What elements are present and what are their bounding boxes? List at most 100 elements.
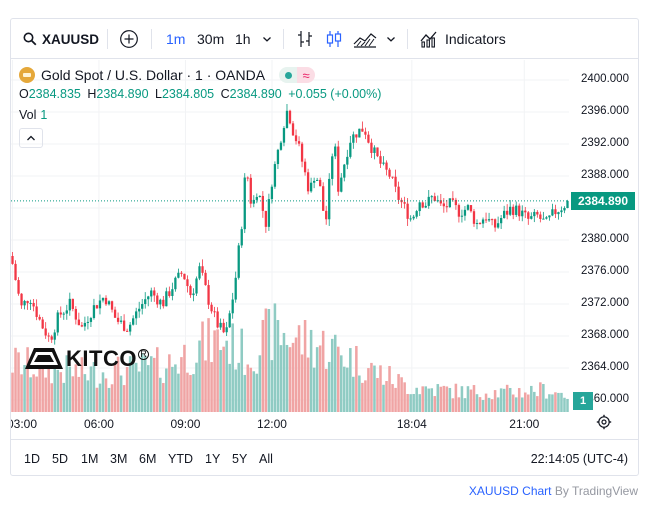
volume-bar (110, 384, 114, 412)
volume-bar (86, 380, 90, 412)
range-6m-button[interactable]: 6M (139, 452, 157, 466)
range-all-button[interactable]: All (259, 452, 273, 466)
compare-button[interactable] (119, 19, 139, 59)
candle-body (554, 209, 557, 215)
credit-symbol-link[interactable]: XAUUSD Chart (468, 484, 552, 498)
volume-bar (83, 374, 87, 412)
candle-body (484, 219, 488, 221)
candle-body (192, 293, 195, 296)
time-tick-label: 03:00 (10, 417, 38, 431)
candle-body (276, 149, 280, 165)
candle-body (198, 266, 201, 279)
symbol-label: XAUUSD (42, 31, 100, 47)
range-1y-button[interactable]: 1Y (205, 452, 221, 466)
toolbar-divider (283, 29, 284, 49)
volume-bar (162, 383, 165, 412)
candle-body (503, 210, 506, 219)
change-value: +0.055 (+0.00%) (288, 87, 382, 101)
volume-bar (285, 344, 289, 412)
volume-bar (355, 345, 358, 412)
volume-bar (451, 398, 455, 412)
candle-body (478, 223, 482, 225)
volume-bar (240, 328, 244, 412)
volume-bar (430, 388, 434, 412)
candle-body (246, 177, 249, 179)
candle-body (376, 147, 379, 157)
bottom-toolbar: 1D 5D 1M 3M 6M YTD 1Y 5Y All 22:14:05 (U… (11, 439, 638, 475)
volume-bar (26, 347, 29, 412)
candle-body (448, 198, 452, 208)
volume-bar (394, 387, 397, 412)
indicators-button[interactable]: Indicators (419, 19, 506, 59)
candle-body (258, 195, 261, 197)
volume-bar (116, 356, 120, 412)
volume-bar (174, 364, 177, 412)
candle-body (331, 156, 334, 179)
chart-type-dropdown-button[interactable] (386, 19, 396, 59)
bar-style-button[interactable] (296, 19, 314, 59)
indicators-label: Indicators (445, 31, 506, 47)
market-status-pill[interactable]: ≈ (279, 67, 316, 83)
candle-body (312, 180, 316, 183)
candle-body (216, 311, 219, 328)
candle-body (156, 295, 159, 305)
symbol-search-button[interactable]: XAUUSD (23, 19, 99, 59)
volume-bar (382, 384, 385, 412)
volume-bar (186, 372, 189, 412)
volume-bar (466, 386, 470, 412)
credit-by: By TradingView (554, 484, 638, 498)
high-value: 2384.890 (96, 87, 149, 101)
interval-dropdown-button[interactable] (262, 19, 272, 59)
volume-bar (38, 357, 41, 412)
interval-30m-button[interactable]: 30m (197, 19, 224, 59)
price-tick-label: 2368.000 (581, 329, 629, 341)
candle-body (518, 205, 521, 217)
candle-body (23, 300, 26, 306)
volume-bar (204, 360, 207, 412)
range-5y-button[interactable]: 5Y (232, 452, 248, 466)
interval-1h-label: 1h (235, 31, 251, 47)
interval-1m-button[interactable]: 1m (166, 19, 185, 59)
candle-body (80, 325, 84, 327)
volume-bar (23, 365, 26, 412)
candle-body (306, 172, 310, 192)
range-3m-button[interactable]: 3M (110, 452, 128, 466)
volume-bar (125, 367, 129, 412)
range-ytd-button[interactable]: YTD (168, 452, 193, 466)
volume-bar (333, 334, 337, 412)
collapse-legend-button[interactable] (19, 128, 43, 148)
interval-1h-button[interactable]: 1h (235, 19, 251, 59)
volume-bar (442, 385, 446, 412)
range-1d-button[interactable]: 1D (24, 452, 40, 466)
volume-bar (282, 332, 286, 412)
price-chart-pane[interactable] (11, 60, 569, 412)
price-axis[interactable]: 2400.0002396.0002392.0002388.0002384.000… (569, 60, 638, 410)
volume-bar (231, 323, 234, 412)
volume-bar (71, 376, 75, 412)
volume-bar (195, 362, 198, 412)
candle-body (367, 134, 370, 143)
candle-body (487, 219, 491, 221)
range-1m-button[interactable]: 1M (81, 452, 99, 466)
candle-body (297, 141, 301, 144)
volume-bar (330, 338, 334, 412)
tradingview-credit[interactable]: XAUUSD Chart By TradingView (469, 484, 638, 498)
volume-bar (315, 347, 319, 412)
volume-bar (346, 367, 349, 412)
clock-timezone[interactable]: 22:14:05 (UTC-4) (530, 452, 628, 466)
candle-body (539, 214, 542, 219)
candle-body (273, 164, 277, 187)
volume-bar (505, 384, 509, 412)
candle-body (44, 328, 47, 336)
candle-style-button[interactable] (325, 19, 343, 59)
gear-icon[interactable] (596, 414, 612, 430)
candle-body (107, 301, 111, 305)
chevron-down-icon (387, 37, 395, 42)
candle-body (291, 123, 295, 136)
candle-body (98, 300, 102, 309)
low-label: L (155, 87, 162, 101)
candle-body (147, 296, 150, 300)
area-style-button[interactable] (353, 19, 377, 59)
candle-body (177, 272, 180, 278)
range-5d-button[interactable]: 5D (52, 452, 68, 466)
